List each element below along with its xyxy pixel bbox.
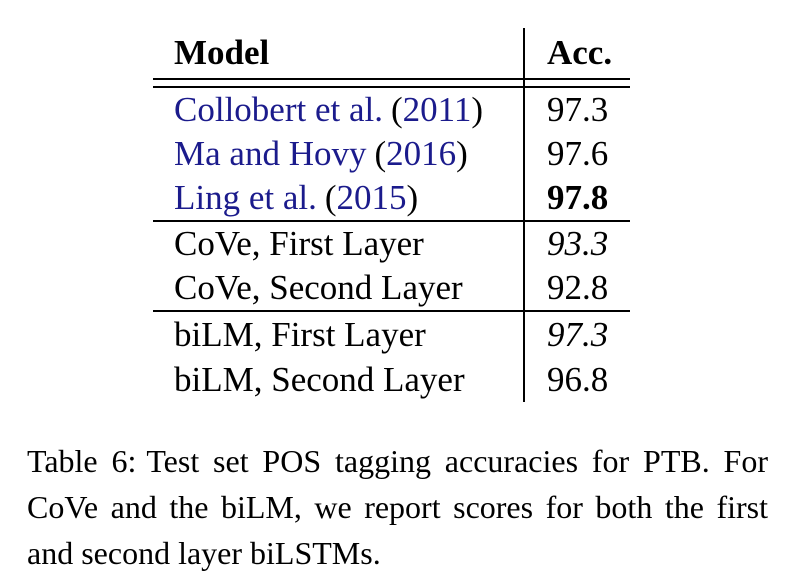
- citation-year-link[interactable]: 2016: [386, 134, 457, 173]
- group-divider-rule: [153, 220, 630, 222]
- model-cell: biLM, First Layer: [174, 314, 426, 354]
- paren-close: ): [406, 178, 419, 217]
- table-row: Ma and Hovy (2016) 97.6: [153, 132, 630, 176]
- acc-cell: 97.3: [547, 314, 609, 354]
- table-row: biLM, First Layer 97.3: [153, 312, 630, 357]
- table-row: CoVe, First Layer 93.3: [153, 222, 630, 266]
- table-row: CoVe, Second Layer 92.8: [153, 266, 630, 310]
- model-cell: CoVe, First Layer: [174, 224, 424, 263]
- results-table: Model Acc. Collobert et al. (2011) 97.3 M…: [153, 28, 630, 402]
- table-row: Ling et al. (2015) 97.8: [153, 176, 630, 220]
- paren-close: ): [456, 134, 468, 173]
- cove-group: CoVe, First Layer 93.3 CoVe, Second Laye…: [153, 222, 630, 310]
- acc-column-header: Acc.: [547, 33, 613, 72]
- citation-link[interactable]: Ling et al.: [174, 178, 317, 217]
- citation-link[interactable]: Ma and Hovy: [174, 134, 367, 173]
- model-cell: CoVe, Second Layer: [174, 268, 463, 307]
- bilm-group: biLM, First Layer 97.3 biLM, Second Laye…: [153, 312, 630, 402]
- model-cell: Ma and Hovy (2016): [153, 134, 523, 174]
- acc-cell: 92.8: [547, 268, 609, 307]
- caption-label: Table 6:: [27, 443, 137, 479]
- table-row: Collobert et al. (2011) 97.3: [153, 88, 630, 132]
- rule-line: [153, 86, 630, 88]
- model-column-header: Model: [174, 33, 270, 72]
- prior-work-group: Collobert et al. (2011) 97.3 Ma and Hovy(…: [153, 88, 630, 220]
- header-double-rule: [153, 78, 630, 88]
- citation-year-link[interactable]: 2011: [402, 90, 472, 129]
- paren-open: (: [390, 90, 403, 129]
- group-divider-rule: [153, 310, 630, 312]
- rule-line: [153, 78, 630, 80]
- citation-link[interactable]: Collobert et al.: [174, 90, 383, 129]
- column-divider-rule: [523, 28, 525, 402]
- paren-open: (: [374, 134, 387, 173]
- acc-cell-best: 97.8: [547, 178, 609, 217]
- table-header-row: Model Acc.: [153, 28, 630, 78]
- model-cell: Collobert et al. (2011): [153, 90, 523, 130]
- acc-cell: 93.3: [547, 224, 609, 263]
- table-caption: Table 6: Test set POS tagging accuracies …: [27, 438, 768, 572]
- table-row: biLM, Second Layer 96.8: [153, 357, 630, 402]
- acc-cell: 97.6: [547, 134, 609, 173]
- model-cell: biLM, Second Layer: [174, 359, 465, 399]
- paren-close: ): [471, 90, 483, 129]
- model-cell: Ling et al. (2015): [153, 178, 523, 218]
- acc-cell: 96.8: [547, 359, 609, 399]
- acc-cell: 97.3: [547, 90, 609, 129]
- paren-open: (: [324, 178, 337, 217]
- caption-text: Test set POS tagging accuracies for PTB.…: [27, 443, 769, 571]
- citation-year-link[interactable]: 2015: [336, 178, 407, 217]
